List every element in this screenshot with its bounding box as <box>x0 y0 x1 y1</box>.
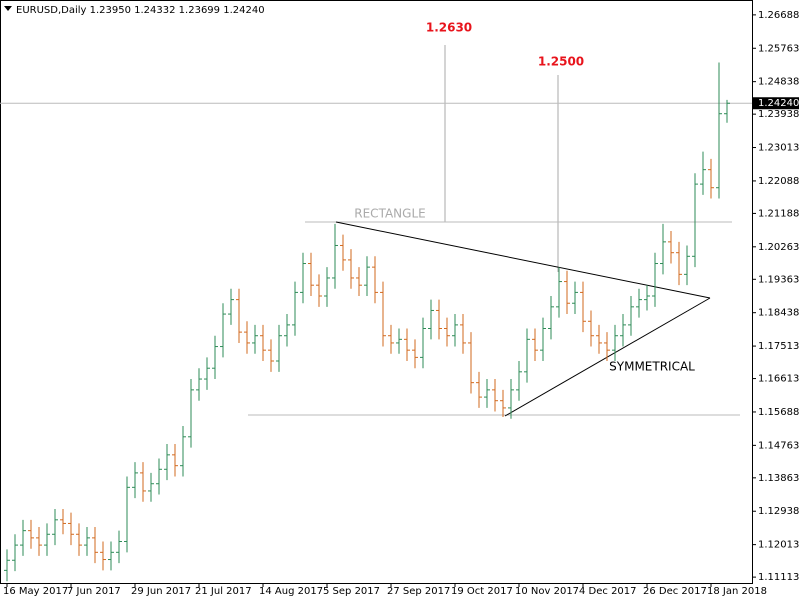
annotation: 1.2500 <box>538 55 584 69</box>
y-tick-label: 1.18438 <box>758 308 799 319</box>
x-tick-label: 21 Jul 2017 <box>195 586 252 597</box>
price-box <box>753 97 799 110</box>
y-tick-label: 1.13863 <box>758 473 799 484</box>
x-tick-label: 18 Jan 2018 <box>707 586 767 597</box>
x-tick-label: 29 Jun 2017 <box>131 586 191 597</box>
x-tick-label: 14 Aug 2017 <box>259 586 323 597</box>
x-tick-label: 26 Dec 2017 <box>643 586 707 597</box>
x-tick-label: 27 Sep 2017 <box>387 586 450 597</box>
x-tick-label: 4 Dec 2017 <box>579 586 637 597</box>
y-tick-label: 1.19363 <box>758 274 799 285</box>
y-tick-label: 1.17513 <box>758 341 799 352</box>
price-label: 1.24240 <box>758 98 799 109</box>
y-tick-label: 1.24838 <box>758 77 799 88</box>
y-tick-label: 1.16613 <box>758 374 799 385</box>
annotation: 1.2630 <box>426 21 472 35</box>
y-tick-label: 1.23938 <box>758 109 799 120</box>
annotation: SYMMETRICAL <box>609 360 695 374</box>
annotation: RECTANGLE <box>354 207 425 221</box>
y-tick-label: 1.22088 <box>758 176 799 187</box>
y-tick-label: 1.23013 <box>758 143 799 154</box>
x-tick-label: 19 Oct 2017 <box>451 586 513 597</box>
y-tick-label: 1.26688 <box>758 10 799 21</box>
y-tick-label: 1.12013 <box>758 540 799 551</box>
x-tick-label: 16 May 2017 <box>3 586 68 597</box>
x-tick-label: 5 Sep 2017 <box>323 586 380 597</box>
x-tick-label: 10 Nov 2017 <box>515 586 579 597</box>
y-tick-label: 1.12938 <box>758 506 799 517</box>
chart-header: EURUSD,Daily 1.23950 1.24332 1.23699 1.2… <box>16 5 265 16</box>
menu-arrow <box>4 6 12 11</box>
triangle-line <box>335 221 711 299</box>
y-tick-label: 1.14763 <box>758 440 799 451</box>
y-tick-label: 1.20263 <box>758 242 799 253</box>
y-tick-label: 1.15688 <box>758 407 799 418</box>
y-tick-label: 1.25763 <box>758 43 799 54</box>
y-tick-label: 1.11113 <box>758 572 799 583</box>
x-tick-label: 7 Jun 2017 <box>67 586 121 597</box>
y-tick-label: 1.21188 <box>758 208 799 219</box>
